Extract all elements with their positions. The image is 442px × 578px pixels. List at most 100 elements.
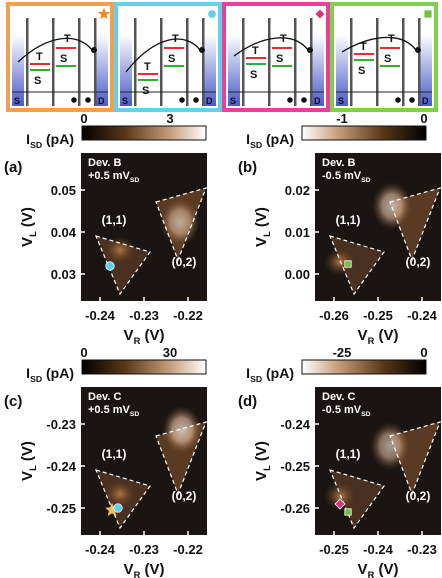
electron	[193, 97, 199, 103]
t-right-label: T	[280, 33, 287, 45]
barrier	[350, 18, 353, 106]
source-lead	[12, 34, 24, 106]
heatmap-panel-4: ISD (pA) -25 0 Dev. C-0.5 mVSD (1,1) (0,2) (d)…	[238, 345, 442, 578]
transport-arrow	[341, 36, 417, 53]
electron	[199, 47, 205, 53]
drain-lead	[420, 34, 432, 106]
colorbar-tick-label: 0	[420, 345, 427, 360]
barrier	[376, 18, 379, 106]
current-glow	[324, 248, 356, 276]
marker-circle	[113, 503, 123, 513]
region-label-1-1: (1,1)	[336, 447, 361, 461]
barrier	[186, 18, 189, 106]
electron	[395, 97, 401, 103]
device-label: Dev. B	[88, 157, 121, 169]
heatmap-panel-3: ISD (pA) 0 30 Dev. C+0.5 mVSD (1,1) (0,2) (c) -…	[4, 345, 209, 578]
region-label-0-2: (0,2)	[172, 255, 197, 269]
t-left-label: T	[360, 41, 367, 53]
drain-lead	[312, 34, 324, 106]
source-label: S	[230, 96, 236, 106]
colorbar-tick-label: -1	[336, 111, 348, 126]
source-lead	[228, 34, 240, 106]
barrier	[268, 18, 271, 106]
panel-letter: (d)	[238, 393, 257, 410]
electron	[409, 97, 415, 103]
y-axis-label: VL (V)	[253, 207, 272, 247]
current-glow	[372, 182, 412, 230]
barrier	[52, 18, 55, 106]
triangle-outline-lower	[94, 235, 151, 296]
x-tick-label: -0.23	[129, 308, 159, 323]
colorbar-tick-label: 3	[166, 111, 173, 126]
x-tick-label: -0.22	[173, 542, 203, 557]
region-label-1-1: (1,1)	[336, 213, 361, 227]
y-axis-label: VL (V)	[253, 441, 272, 481]
marker-diamond	[334, 498, 346, 510]
heatmap-panel-2: ISD (pA) -1 0 Dev. B-0.5 mVSD (1,1) (0,2) (b) 0…	[238, 111, 442, 346]
y-tick-label: 0.02	[285, 183, 310, 198]
y-tick-label: 0.05	[51, 183, 76, 198]
barrier	[418, 18, 421, 106]
marker-square	[344, 508, 352, 516]
source-lead	[120, 34, 132, 106]
x-tick-label: -0.25	[363, 308, 393, 323]
transport-arrow	[233, 37, 309, 57]
panel-letter: (b)	[238, 159, 257, 176]
x-tick-label: -0.25	[319, 542, 349, 557]
barrier	[78, 18, 81, 106]
triangle-outline-lower	[328, 469, 385, 530]
barrier	[94, 18, 97, 106]
y-axis-label: VL (V)	[19, 207, 38, 247]
current-glow	[370, 422, 410, 470]
colorbar-label: ISD (pA)	[246, 365, 294, 384]
x-axis-label: VR (V)	[124, 561, 165, 578]
bias-label: +0.5 mVSD	[88, 170, 139, 184]
source-label: S	[122, 96, 128, 106]
electron	[179, 97, 185, 103]
y-axis-label: VL (V)	[19, 441, 38, 481]
current-glow	[324, 482, 356, 510]
x-tick-label: -0.22	[173, 308, 203, 323]
y-tick-label: 0.00	[285, 267, 310, 282]
y-tick-label: -0.26	[280, 501, 310, 516]
t-left-label: T	[36, 51, 43, 63]
barrier	[294, 18, 297, 106]
bias-label: -0.5 mVSD	[322, 404, 371, 418]
triangle-outline-lower	[328, 235, 385, 296]
colorbar-label: ISD (pA)	[26, 365, 74, 384]
source-label: S	[338, 96, 344, 106]
region-label-1-1: (1,1)	[102, 213, 127, 227]
s-left-label: S	[142, 85, 149, 97]
y-tick-label: -0.25	[46, 501, 76, 516]
s-left-label: S	[34, 75, 41, 87]
current-glow	[162, 406, 202, 454]
barrier	[160, 18, 163, 106]
panel-letter: (a)	[4, 159, 22, 176]
marker-circle	[105, 261, 115, 271]
y-tick-label: -0.24	[46, 459, 76, 474]
barrier	[26, 18, 29, 106]
s-right-label: S	[60, 53, 67, 65]
x-tick-label: -0.23	[407, 542, 437, 557]
s-right-label: S	[168, 53, 175, 65]
marker-star	[97, 7, 111, 20]
t-right-label: T	[64, 33, 71, 45]
drain-label: D	[98, 96, 105, 106]
marker-diamond	[314, 8, 326, 20]
t-right-label: T	[388, 33, 395, 45]
barrier	[310, 18, 313, 106]
drain-label: D	[206, 96, 213, 106]
device-label: Dev. C	[322, 391, 355, 403]
colorbar-tick-label: -25	[333, 345, 352, 360]
s-right-label: S	[384, 53, 391, 65]
x-tick-label: -0.24	[85, 308, 115, 323]
drain-label: D	[422, 96, 429, 106]
barrier	[242, 18, 245, 106]
s-left-label: S	[250, 69, 257, 81]
colorbar	[81, 125, 207, 141]
